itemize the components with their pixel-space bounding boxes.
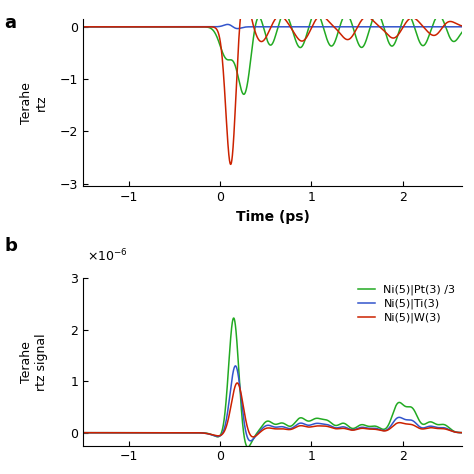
Ni(5)|Pt(3) /3: [308, 418, 313, 424]
Ni(5)|W(3): [250, 434, 256, 440]
Ni(5)|Pt(3) /3: [392, 405, 398, 411]
Ni(5)|Pt(3) /3: [149, 430, 155, 436]
Ni(5)|Ti(3): [327, 423, 333, 428]
Ni(5)|Ti(3): [149, 430, 155, 436]
Ni(5)|Pt(3) /3: [80, 430, 86, 436]
Ni(5)|W(3): [308, 424, 313, 430]
Y-axis label: Terahe
rtz: Terahe rtz: [19, 82, 48, 124]
Ni(5)|W(3): [225, 418, 231, 424]
Ni(5)|W(3): [235, 380, 240, 386]
Y-axis label: Terahe
rtz signal: Terahe rtz signal: [19, 333, 48, 391]
Ni(5)|Ti(3): [308, 422, 313, 428]
Ni(5)|Ti(3): [392, 417, 398, 423]
Ni(5)|Pt(3) /3: [459, 430, 465, 436]
Ni(5)|Ti(3): [363, 425, 369, 431]
Line: Ni(5)|Pt(3) /3: Ni(5)|Pt(3) /3: [83, 318, 462, 447]
Ni(5)|Ti(3): [247, 438, 253, 444]
Ni(5)|Ti(3): [233, 363, 238, 369]
Ni(5)|Pt(3) /3: [327, 419, 333, 425]
Text: b: b: [5, 237, 18, 255]
Ni(5)|Pt(3) /3: [245, 444, 251, 450]
Ni(5)|Pt(3) /3: [363, 423, 369, 428]
Text: $\times10^{-6}$: $\times10^{-6}$: [87, 248, 128, 264]
Ni(5)|W(3): [392, 422, 398, 428]
Line: Ni(5)|W(3): Ni(5)|W(3): [83, 383, 462, 437]
Ni(5)|Pt(3) /3: [225, 375, 231, 381]
Ni(5)|W(3): [363, 426, 369, 431]
Ni(5)|W(3): [80, 430, 86, 436]
Legend: Ni(5)|Pt(3) /3, Ni(5)|Ti(3), Ni(5)|W(3): Ni(5)|Pt(3) /3, Ni(5)|Ti(3), Ni(5)|W(3): [354, 281, 460, 328]
Ni(5)|W(3): [327, 424, 333, 430]
Ni(5)|Ti(3): [80, 430, 86, 436]
Ni(5)|Pt(3) /3: [231, 315, 237, 321]
Text: a: a: [5, 14, 17, 32]
Line: Ni(5)|Ti(3): Ni(5)|Ti(3): [83, 366, 462, 441]
Ni(5)|W(3): [149, 430, 155, 436]
Ni(5)|W(3): [459, 430, 465, 436]
X-axis label: Time (ps): Time (ps): [236, 210, 310, 224]
Ni(5)|Ti(3): [459, 430, 465, 436]
Ni(5)|Ti(3): [225, 408, 231, 413]
